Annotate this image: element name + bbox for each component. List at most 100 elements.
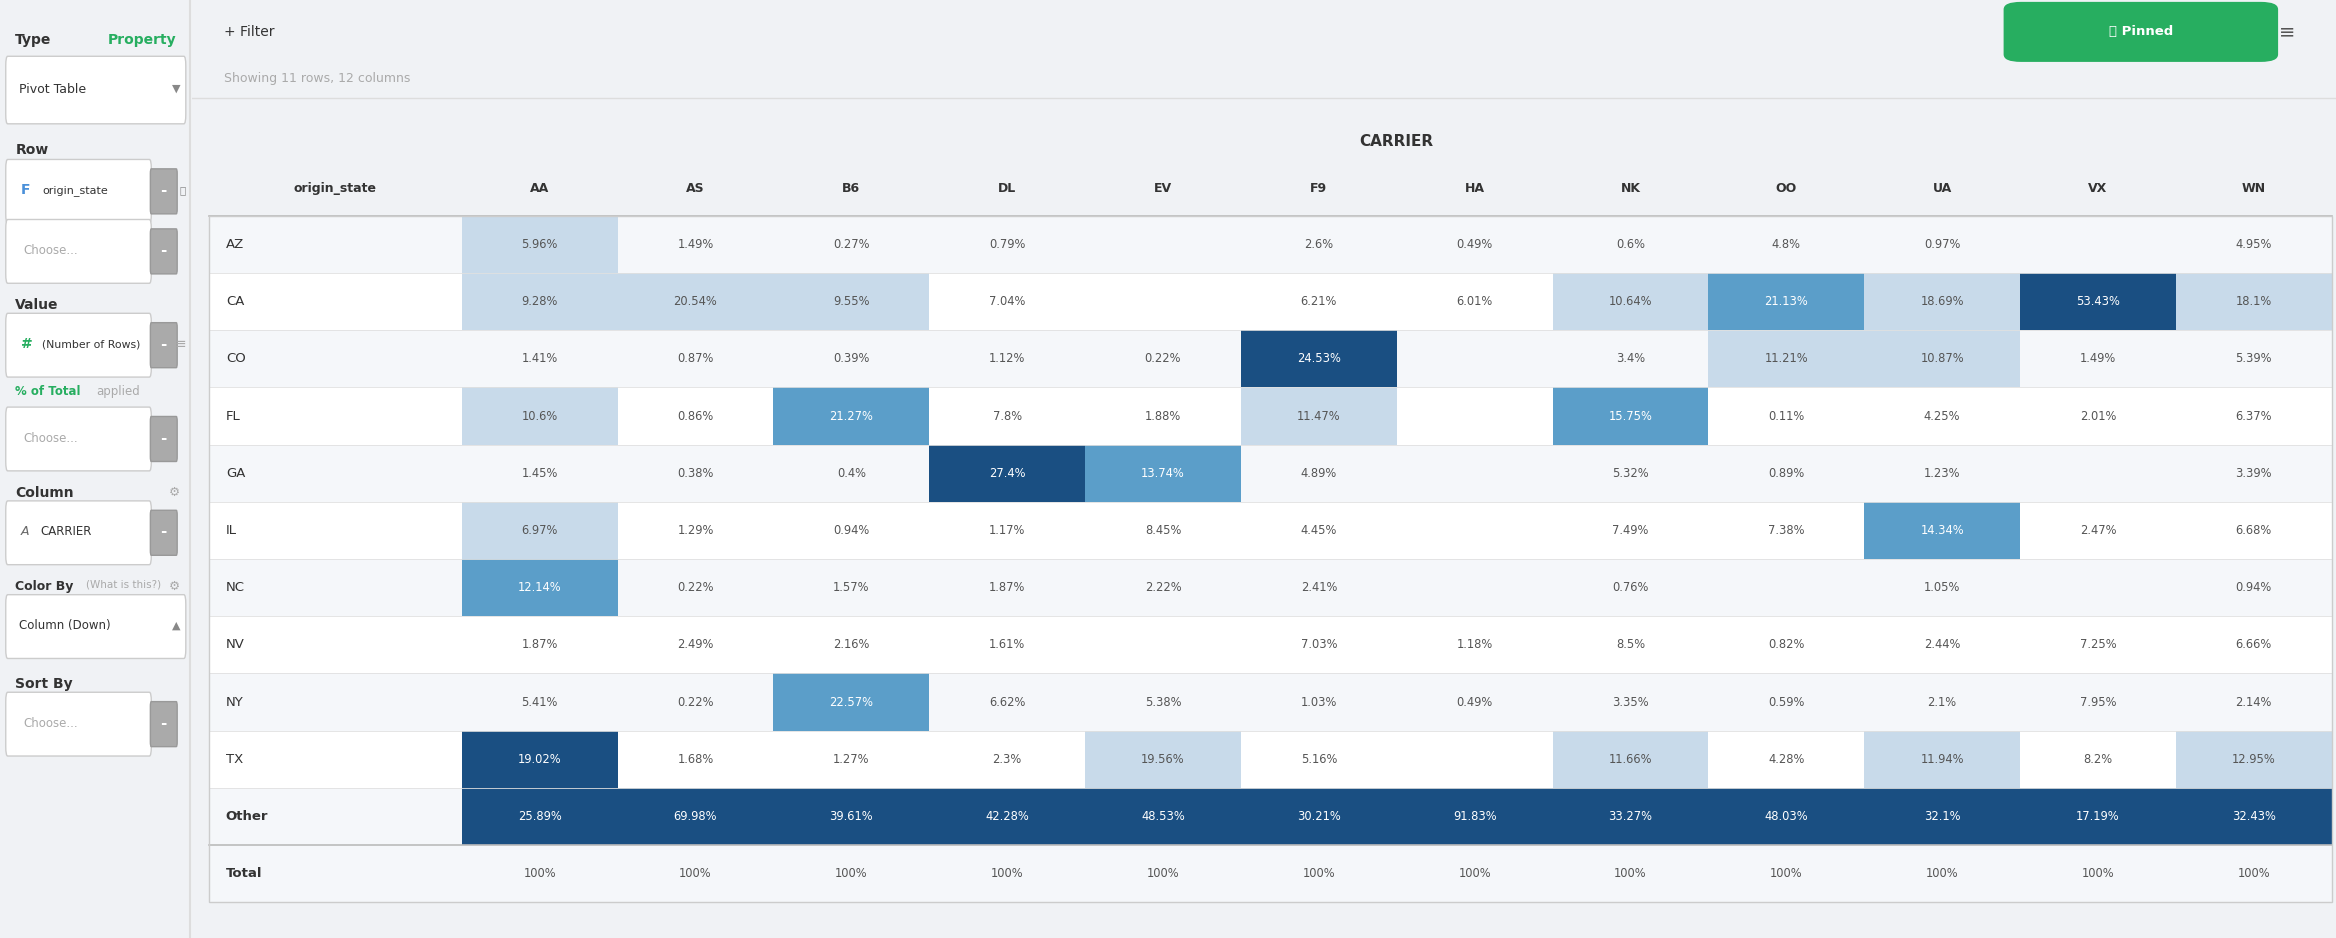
Text: 1.17%: 1.17%	[988, 524, 1026, 537]
Text: 0.6%: 0.6%	[1617, 238, 1645, 250]
Text: -: -	[161, 337, 166, 352]
Bar	[208, 387, 463, 445]
Text: 18.69%: 18.69%	[1920, 295, 1965, 308]
Text: #: #	[21, 338, 33, 351]
Text: CO: CO	[227, 353, 245, 365]
Bar	[1553, 845, 1708, 902]
Text: ⚙: ⚙	[168, 486, 180, 499]
Text: CA: CA	[227, 295, 245, 308]
Text: Column (Down): Column (Down)	[19, 619, 110, 632]
Bar	[1084, 616, 1240, 673]
Bar	[463, 330, 617, 387]
Text: -: -	[161, 716, 166, 731]
Bar	[1708, 788, 1864, 845]
Text: 7.04%: 7.04%	[988, 295, 1026, 308]
Text: Showing 11 rows, 12 columns: Showing 11 rows, 12 columns	[224, 72, 411, 85]
Text: 5.16%: 5.16%	[1301, 753, 1336, 765]
Bar	[773, 330, 930, 387]
Bar	[208, 502, 463, 559]
Bar	[1864, 387, 2021, 445]
Bar	[463, 845, 617, 902]
Text: 15.75%: 15.75%	[1610, 410, 1652, 422]
Text: + Filter: + Filter	[224, 25, 273, 38]
Bar	[2021, 616, 2175, 673]
Bar	[463, 731, 617, 788]
Bar	[930, 616, 1084, 673]
Text: 100%: 100%	[1303, 868, 1336, 880]
Bar	[1864, 731, 2021, 788]
Text: ≡: ≡	[175, 338, 187, 351]
Text: 21.13%: 21.13%	[1764, 295, 1808, 308]
Text: 12.14%: 12.14%	[519, 582, 561, 594]
Text: FL: FL	[227, 410, 241, 422]
Text: 6.62%: 6.62%	[988, 696, 1026, 708]
Bar	[2021, 673, 2175, 731]
Bar	[1240, 673, 1397, 731]
Text: 22.57%: 22.57%	[829, 696, 874, 708]
Bar	[208, 273, 463, 330]
Bar	[930, 330, 1084, 387]
Text: TX: TX	[227, 753, 243, 765]
Bar	[2021, 330, 2175, 387]
Bar	[1240, 445, 1397, 502]
Bar	[1240, 502, 1397, 559]
FancyBboxPatch shape	[5, 407, 152, 471]
Text: 5.39%: 5.39%	[2236, 353, 2273, 365]
Bar	[1240, 616, 1397, 673]
Bar	[1708, 330, 1864, 387]
Text: 1.49%: 1.49%	[677, 238, 712, 250]
Bar	[2175, 788, 2331, 845]
Text: ▲: ▲	[171, 621, 180, 630]
Text: 0.4%: 0.4%	[836, 467, 867, 479]
Bar	[1240, 216, 1397, 273]
Text: 100%: 100%	[1771, 868, 1803, 880]
Text: 0.38%: 0.38%	[677, 467, 715, 479]
Text: 100%: 100%	[834, 868, 867, 880]
Bar	[617, 445, 773, 502]
Bar	[1397, 273, 1553, 330]
Bar	[2021, 273, 2175, 330]
Bar	[1084, 387, 1240, 445]
Text: Choose...: Choose...	[23, 244, 77, 257]
Bar	[1397, 216, 1553, 273]
Bar	[617, 616, 773, 673]
Bar	[773, 845, 930, 902]
Text: 0.11%: 0.11%	[1768, 410, 1803, 422]
Bar	[930, 788, 1084, 845]
Text: 1.18%: 1.18%	[1458, 639, 1493, 651]
Bar	[1397, 445, 1553, 502]
Bar	[1864, 673, 2021, 731]
FancyBboxPatch shape	[5, 219, 152, 283]
Text: 7.38%: 7.38%	[1768, 524, 1803, 537]
Text: 32.43%: 32.43%	[2231, 810, 2275, 823]
Text: NC: NC	[227, 582, 245, 594]
Bar	[930, 445, 1084, 502]
Text: Total: Total	[227, 868, 262, 880]
Bar	[1240, 845, 1397, 902]
Text: origin_state: origin_state	[294, 182, 376, 195]
Bar	[2175, 673, 2331, 731]
Text: 1.29%: 1.29%	[677, 524, 715, 537]
FancyBboxPatch shape	[150, 323, 178, 368]
Text: 9.55%: 9.55%	[834, 295, 869, 308]
Bar	[208, 731, 463, 788]
Bar	[1084, 845, 1240, 902]
Text: 100%: 100%	[990, 868, 1023, 880]
Bar	[463, 216, 617, 273]
Text: 0.79%: 0.79%	[988, 238, 1026, 250]
Text: CARRIER: CARRIER	[1360, 134, 1434, 149]
Text: Property: Property	[107, 33, 175, 47]
Bar	[2021, 502, 2175, 559]
Bar	[2175, 387, 2331, 445]
FancyBboxPatch shape	[5, 692, 152, 756]
Bar	[930, 731, 1084, 788]
Bar	[773, 731, 930, 788]
Text: 48.53%: 48.53%	[1140, 810, 1184, 823]
Text: Other: Other	[227, 810, 269, 823]
Text: 1.87%: 1.87%	[988, 582, 1026, 594]
Bar	[773, 559, 930, 616]
Text: 100%: 100%	[1458, 868, 1490, 880]
Text: 48.03%: 48.03%	[1764, 810, 1808, 823]
FancyBboxPatch shape	[150, 416, 178, 461]
Text: 5.96%: 5.96%	[521, 238, 558, 250]
